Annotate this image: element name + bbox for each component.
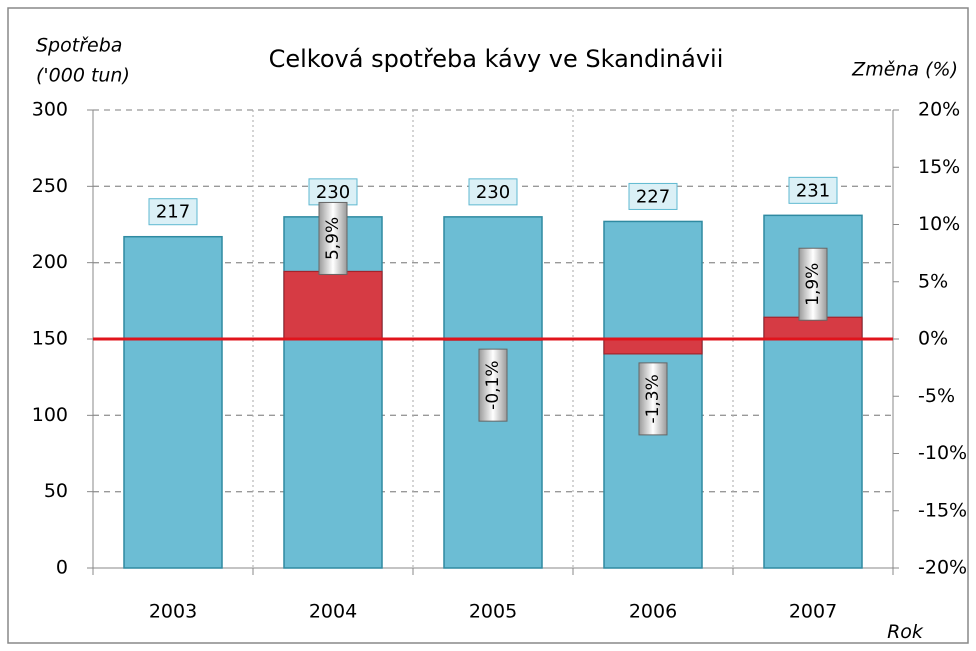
x-tick-label: 2006 (629, 601, 677, 623)
value-label: 231 (796, 180, 830, 201)
value-label: 227 (636, 186, 670, 207)
y-axis-label: Spotřeba (36, 35, 122, 57)
x-axis-label: Rok (887, 621, 924, 643)
y2-tick-label: -5% (918, 385, 955, 407)
y2-axis-label: Změna (%) (851, 59, 958, 81)
change-label-box (318, 201, 348, 275)
y2-tick-label: 0% (918, 328, 948, 350)
change-label-box (638, 362, 668, 436)
y2-tick-label: 20% (918, 99, 960, 121)
change-bar (603, 338, 703, 355)
change-bar (283, 270, 383, 340)
value-label: 230 (476, 182, 510, 203)
x-tick-label: 2005 (469, 601, 517, 623)
change-label-box (798, 247, 828, 321)
y-tick-label: 250 (32, 175, 68, 197)
change-label: -0,1% (483, 360, 503, 409)
value-label-box (148, 198, 198, 226)
x-tick-label: 2007 (789, 601, 837, 623)
bar (123, 235, 223, 569)
y-tick-label: 50 (44, 480, 68, 502)
value-label-box (468, 178, 518, 206)
y-tick-label: 200 (32, 251, 68, 273)
y2-tick-label: 10% (918, 213, 960, 235)
y-tick-label: 0 (56, 557, 68, 579)
y2-tick-label: -15% (918, 499, 967, 521)
y2-tick-label: 5% (918, 270, 948, 292)
y-tick-label: 300 (32, 99, 68, 121)
y-axis-label: ('000 tun) (36, 65, 130, 87)
x-tick-label: 2004 (309, 601, 357, 623)
change-label: 1,9% (803, 263, 823, 306)
value-label: 230 (316, 182, 350, 203)
y-tick-label: 150 (32, 328, 68, 350)
y2-tick-label: -20% (918, 557, 967, 579)
change-label: 5,9% (323, 217, 343, 260)
value-label: 217 (156, 202, 190, 223)
y2-tick-label: 15% (918, 156, 960, 178)
value-label-box (788, 176, 838, 204)
value-label-box (308, 178, 358, 206)
change-label: -1,3% (643, 374, 663, 423)
x-tick-label: 2003 (149, 601, 197, 623)
y2-tick-label: -10% (918, 442, 967, 464)
chart-title: Celková spotřeba kávy ve Skandinávii (269, 45, 724, 73)
change-label-box (478, 348, 508, 422)
y-tick-label: 100 (32, 404, 68, 426)
value-label-box (628, 182, 678, 210)
